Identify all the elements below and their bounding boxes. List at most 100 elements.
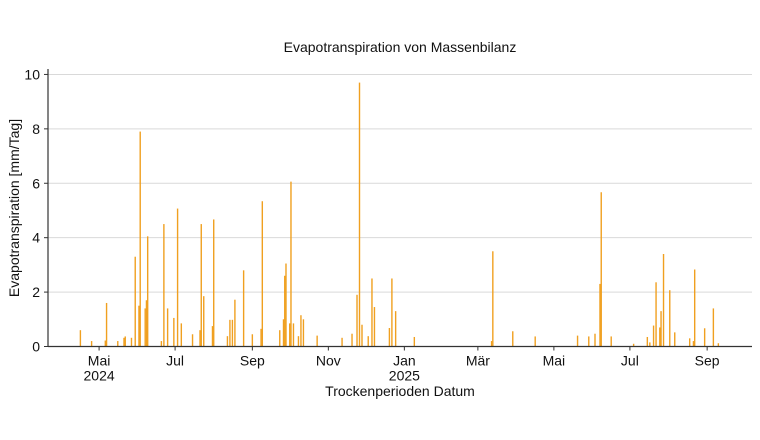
bar: [292, 323, 295, 347]
bar: [367, 336, 369, 347]
gridlines: [48, 73, 752, 293]
x-tick-label: Nov: [316, 353, 341, 369]
bar: [234, 299, 236, 347]
x-axis-label: Trockenperioden Datum: [325, 383, 475, 399]
bar: [693, 269, 696, 347]
bar: [669, 290, 671, 347]
bar: [594, 333, 596, 347]
bar: [226, 336, 229, 347]
bar: [351, 333, 353, 347]
bar: [191, 334, 194, 347]
bar: [242, 270, 245, 347]
bar: [139, 131, 141, 347]
bar: [361, 324, 363, 347]
bar: [674, 332, 676, 347]
bar: [261, 201, 264, 347]
bar: [388, 328, 391, 347]
bar: [130, 337, 133, 347]
bar: [300, 315, 302, 347]
bar: [599, 283, 601, 347]
bar: [90, 341, 93, 347]
bars: [79, 82, 720, 347]
bar: [600, 192, 602, 347]
bar: [534, 336, 536, 347]
bar: [279, 330, 281, 347]
bar: [146, 236, 149, 347]
bar: [124, 336, 126, 347]
bar: [373, 307, 376, 347]
bar: [213, 219, 215, 347]
x-tick-year-label: 2024: [84, 368, 115, 384]
bar: [297, 336, 300, 347]
bar: [692, 341, 695, 347]
bar: [289, 323, 291, 347]
bar: [180, 323, 183, 347]
x-tick-label: Jul: [166, 353, 184, 369]
bar: [79, 330, 82, 347]
bar: [655, 282, 657, 347]
bar: [610, 336, 612, 347]
x-tick-year-label: 2025: [389, 368, 420, 384]
bar: [199, 330, 201, 347]
bar: [290, 181, 292, 347]
bar: [632, 343, 635, 347]
bar: [211, 326, 214, 347]
bar: [688, 338, 691, 347]
bar: [229, 319, 231, 347]
y-tick-label: 10: [24, 66, 40, 82]
bar: [492, 251, 494, 347]
bar: [316, 335, 318, 347]
y-tick-label: 4: [32, 230, 40, 246]
bar: [176, 208, 179, 347]
x-tick-label: Mai: [543, 353, 566, 369]
bar: [712, 308, 715, 347]
bar: [341, 337, 343, 347]
bar: [646, 336, 649, 347]
bar: [660, 311, 662, 347]
bar: [358, 82, 361, 347]
bar: [285, 263, 287, 347]
bar: [282, 319, 285, 347]
chart-title: Evapotranspiration von Massenbilanz: [284, 39, 517, 55]
bar: [394, 311, 397, 347]
bar: [490, 341, 493, 347]
x-tick-label: Mai: [88, 353, 111, 369]
bar: [166, 308, 169, 347]
bar: [717, 343, 720, 347]
bar: [302, 319, 305, 347]
x-tick-label: Jan: [393, 353, 416, 369]
bar: [160, 341, 163, 347]
x-tick-label: Sep: [695, 353, 720, 369]
bar: [260, 328, 262, 347]
x-tick-label: Mär: [466, 353, 490, 369]
y-ticks: 0 2 4 6 8 10: [24, 66, 48, 355]
y-tick-label: 0: [32, 339, 40, 355]
bar: [703, 328, 706, 347]
bar: [144, 308, 146, 347]
bar: [576, 335, 579, 347]
bar: [173, 317, 175, 347]
bar: [652, 325, 655, 347]
y-tick-label: 2: [32, 284, 40, 300]
bar: [145, 300, 148, 347]
bar: [251, 334, 254, 347]
bar: [356, 294, 358, 347]
bar: [134, 256, 136, 347]
y-axis-label: Evapotranspiration [mm/Tag]: [6, 119, 22, 297]
bar: [662, 254, 665, 347]
bar: [200, 224, 202, 347]
bar: [371, 278, 373, 347]
bar: [588, 336, 590, 347]
bar: [203, 296, 205, 347]
bar: [659, 327, 661, 347]
bar: [104, 340, 107, 347]
bar: [284, 275, 286, 347]
y-tick-label: 8: [32, 121, 40, 137]
bar: [138, 305, 140, 347]
bar: [413, 336, 416, 347]
bar: [163, 224, 165, 347]
bar: [231, 319, 234, 347]
bar: [117, 341, 119, 347]
bar: [649, 342, 651, 347]
